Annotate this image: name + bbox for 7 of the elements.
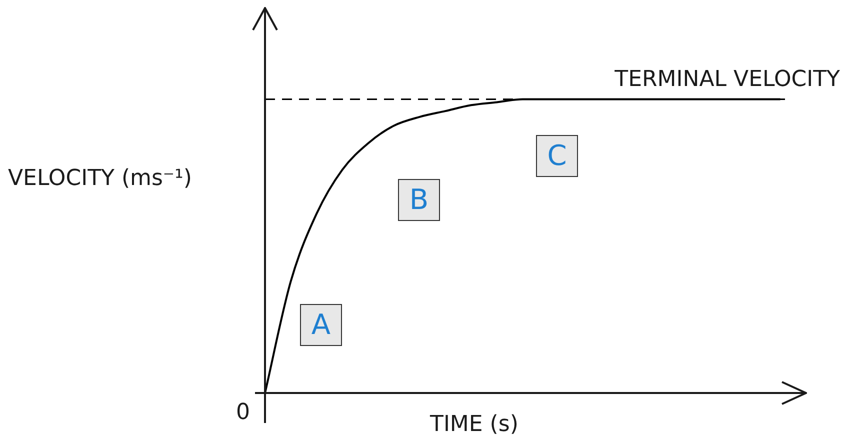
x-axis-title: TIME (s)	[430, 412, 518, 437]
annotation: B	[398, 179, 440, 221]
annotation: C	[536, 135, 578, 177]
ref-line-label: TERMINAL VELOCITY	[614, 67, 841, 92]
y-axis-title: VELOCITY (ms⁻¹)	[8, 166, 192, 191]
text: 0	[236, 400, 250, 425]
annotation: A	[300, 304, 342, 346]
